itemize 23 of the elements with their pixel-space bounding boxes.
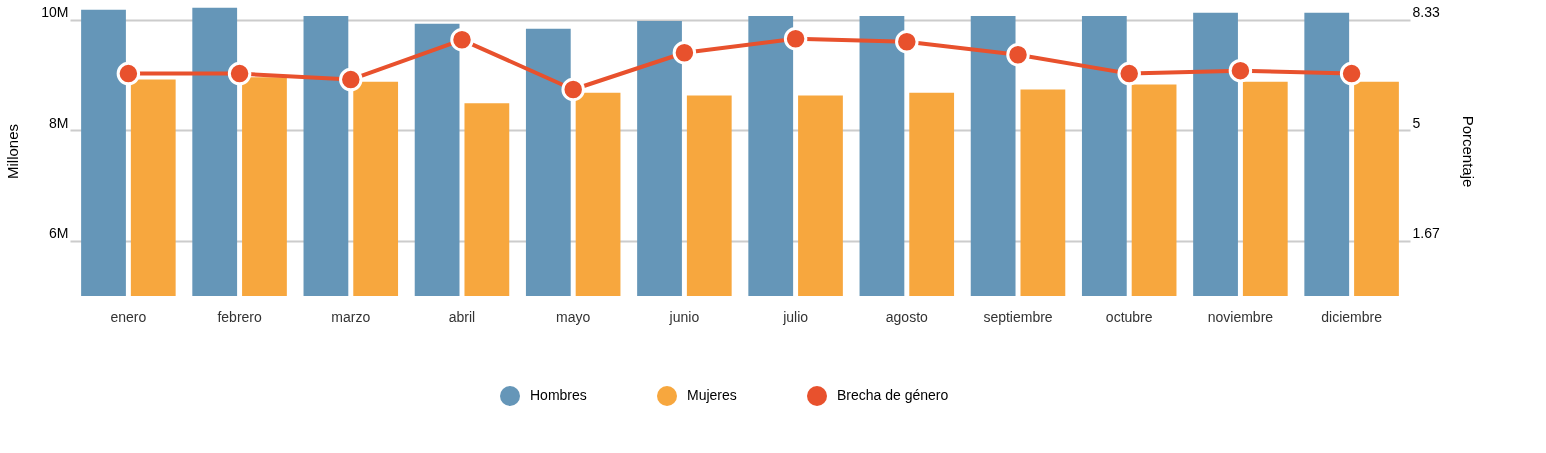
legend-label: Hombres — [530, 387, 587, 403]
legend-label: Mujeres — [687, 387, 737, 403]
y-tick-label: 8M — [49, 114, 69, 131]
x-tick-label: octubre — [1105, 308, 1153, 325]
y-tick-label: 6M — [49, 225, 69, 242]
y-axis-title: Millones — [4, 123, 22, 180]
x-tick-label: abril — [448, 308, 476, 325]
x-tick-label: marzo — [331, 308, 371, 325]
y2-tick-label: 5 — [1412, 114, 1421, 131]
y2-tick-label: 8.33 — [1412, 4, 1440, 21]
x-tick-label: mayo — [556, 308, 591, 325]
x-tick-label: noviembre — [1207, 308, 1274, 325]
x-tick-label: enero — [110, 308, 147, 325]
x-tick-label: junio — [668, 308, 700, 325]
y-tick-label: 10M — [41, 4, 69, 21]
x-tick-label: febrero — [217, 308, 262, 325]
y2-axis-title: Porcentaje — [1459, 115, 1477, 188]
x-tick-label: agosto — [885, 308, 929, 325]
legend-label: Brecha de género — [837, 387, 949, 403]
x-tick-label: diciembre — [1321, 308, 1383, 325]
x-tick-label: septiembre — [983, 308, 1053, 325]
x-tick-label: julio — [782, 308, 809, 325]
y2-tick-label: 1.67 — [1412, 225, 1440, 242]
